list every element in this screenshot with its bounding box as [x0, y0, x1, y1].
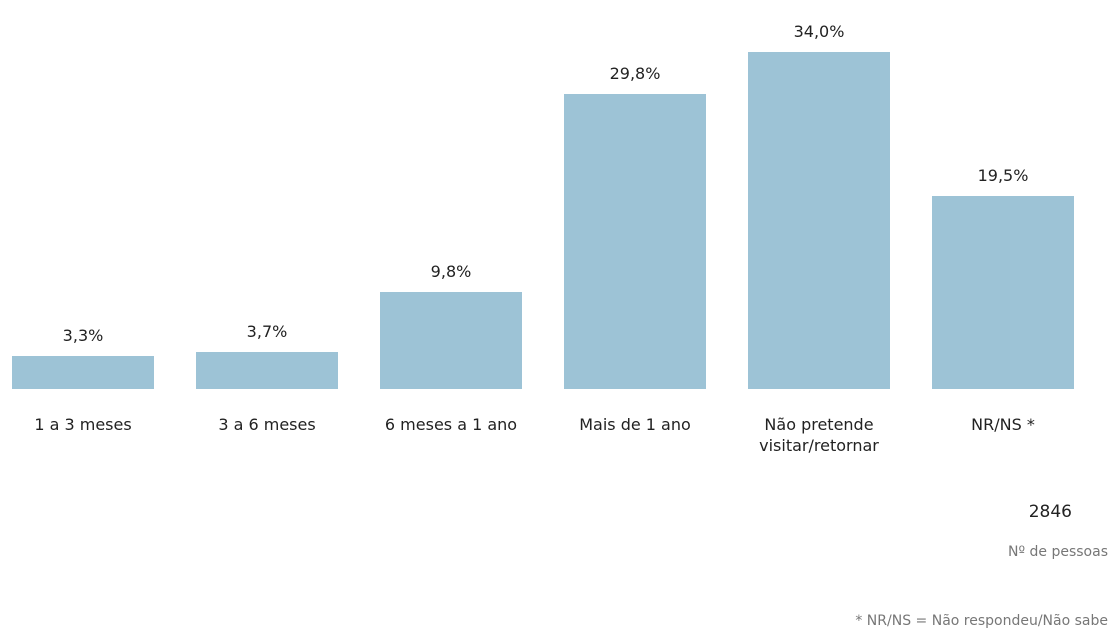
- bar: [748, 52, 890, 389]
- value-label: 19,5%: [977, 165, 1029, 185]
- bar: [380, 291, 522, 389]
- value-label: 34,0%: [793, 22, 845, 42]
- total: 2846: [1028, 502, 1072, 522]
- value-label: 29,8%: [609, 63, 661, 83]
- bar: [564, 93, 706, 389]
- value-label: 9,8%: [430, 261, 472, 281]
- bar: [932, 195, 1074, 389]
- total-label: Nº de pessoas: [1008, 544, 1108, 560]
- footnote: * NR/NS = Não respondeu/Não sabe: [855, 613, 1108, 629]
- category-label: 6 meses a 1 ano: [384, 415, 518, 434]
- value-label: 3,3%: [62, 326, 104, 346]
- category-label: Não pretende visitar/retornar: [759, 415, 879, 455]
- value-label: 3,7%: [246, 322, 288, 342]
- category-label: Mais de 1 ano: [579, 415, 691, 434]
- category-label: NR/NS *: [971, 415, 1035, 434]
- category-label: 3 a 6 meses: [218, 415, 316, 434]
- bar: [196, 352, 338, 389]
- chart: 3,3% 1 a 3 meses 3,7% 3 a 6 meses 9,8% 6 mese…: [12, 22, 1074, 455]
- category-label: 1 a 3 meses: [34, 415, 132, 434]
- bar: [12, 356, 154, 389]
